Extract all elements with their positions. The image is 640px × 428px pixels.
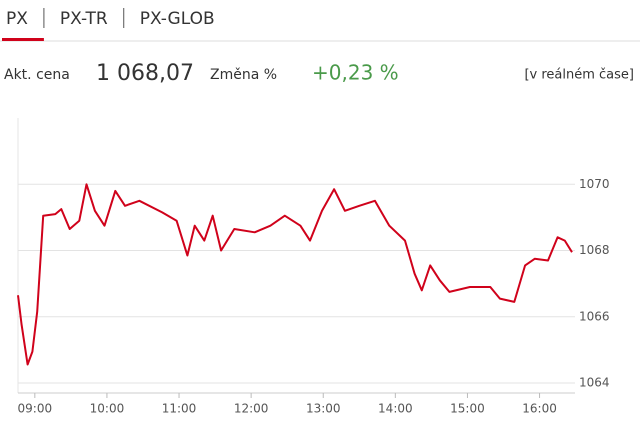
change-label: Změna % bbox=[210, 67, 277, 83]
x-tick-label: 15:00 bbox=[450, 402, 485, 416]
price-line bbox=[17, 183, 573, 366]
tab-bar: PX PX-TR PX-GLOB bbox=[2, 8, 215, 41]
y-tick-label: 1064 bbox=[579, 376, 610, 390]
x-tick-label: 10:00 bbox=[90, 402, 125, 416]
price: 1 068,07 bbox=[96, 61, 194, 86]
price-label: Akt. cena bbox=[4, 67, 70, 83]
tab[interactable]: PX-GLOB bbox=[140, 9, 215, 29]
tab[interactable]: PX-TR bbox=[60, 9, 108, 29]
x-tick-label: 09:00 bbox=[18, 402, 53, 416]
tab[interactable]: PX bbox=[6, 9, 28, 29]
chart: 1064 1066 1068 1070 09:00 10:00 11:00 12:00 13:0… bbox=[17, 177, 610, 416]
x-tick-label: 11:00 bbox=[162, 402, 197, 416]
x-tick-label: 14:00 bbox=[378, 402, 413, 416]
x-tick-label: 13:00 bbox=[306, 402, 341, 416]
x-tick-label: 16:00 bbox=[522, 402, 557, 416]
y-tick-label: 1070 bbox=[579, 177, 610, 191]
y-tick-label: 1066 bbox=[579, 309, 610, 323]
realtime-note: [v reálném čase] bbox=[524, 68, 634, 83]
y-tick-label: 1068 bbox=[579, 243, 610, 257]
change: +0,23 % bbox=[312, 61, 399, 85]
x-tick-label: 12:00 bbox=[234, 402, 269, 416]
active-tab-underline bbox=[2, 38, 44, 41]
